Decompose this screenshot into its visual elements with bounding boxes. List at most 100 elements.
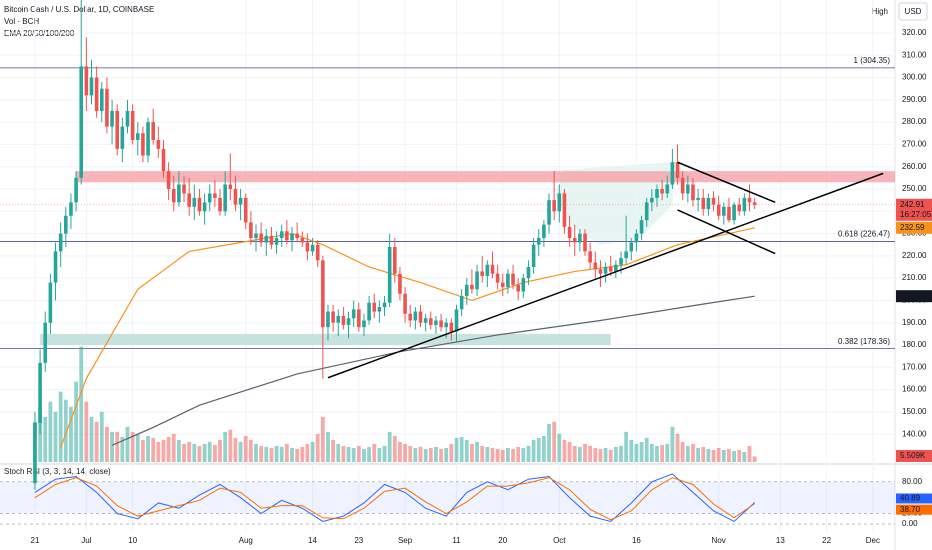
y-tick-label: 220.00 [902,251,927,260]
volume-bar [752,456,757,462]
volume-bar [516,446,521,462]
candle-body [747,197,752,203]
candle-body [84,66,89,96]
price-tag [896,198,932,221]
candle-body [357,309,361,328]
candle-body [223,184,227,212]
high-button[interactable]: High [872,7,888,16]
volume-bar [300,446,305,462]
candle-body [506,273,510,288]
volume-bar [392,435,397,462]
volume-bar [557,433,562,462]
volume-bar [79,346,84,462]
volume-bar [305,443,310,462]
candle-body [434,320,438,325]
volume-bar [670,426,675,462]
stoch-line [34,473,755,523]
y-tick-label: 140.00 [902,429,927,438]
candle-body [69,202,73,216]
candle-body [526,266,531,279]
stoch-tick-label: 80.00 [902,477,923,486]
candle-body [691,184,695,201]
candle-body [650,197,654,203]
volume-bar [541,435,546,462]
candle-body [259,233,263,243]
volume-bar [598,448,603,462]
usd-box[interactable] [898,2,928,21]
volume-bar [413,447,418,462]
stoch-tag [896,493,932,504]
candle-body [218,197,222,212]
x-tick-label: 10 [128,536,137,545]
candle-body [675,162,680,178]
candle-body [177,184,181,203]
volume-bar [48,401,53,462]
candle-body [598,269,603,274]
usd-button[interactable]: USD [905,7,922,16]
candle-body [680,177,685,194]
volume-bar [485,446,490,462]
candle-body [547,200,551,225]
volume-bar [706,448,711,462]
price-tag-label: 232.59 [900,223,925,232]
candle-body [141,133,145,156]
volume-bar [310,441,315,462]
price-tag-label: 201.90 [900,291,925,300]
volume-bar [274,445,279,462]
volume-bar [613,446,618,462]
volume-bar [269,447,274,462]
y-tick-label: 170.00 [902,362,927,371]
candle-body [171,188,176,203]
candle-body [290,233,294,241]
volume-bar [593,447,598,462]
candle-body [495,273,500,283]
volume-tag [896,450,932,462]
candle-body [470,284,474,290]
candle-body [454,309,459,332]
x-tick-label: Nov [712,536,726,545]
price-tag [896,290,932,303]
volume-bar [284,443,289,462]
candle-body [249,222,253,239]
candle-body [233,188,238,205]
volume-bar [161,439,166,462]
y-tick-label: 290.00 [902,95,927,104]
candle-body [578,233,582,243]
candle-body [572,238,577,243]
volume-bar [624,431,629,462]
candle-body [511,273,515,285]
candle-body [341,316,346,325]
volume-bar [218,439,222,462]
x-tick-label: 11 [452,536,461,545]
candle-body [269,235,274,245]
volume-bar [110,431,114,462]
candle-body [387,246,392,303]
price-tag [896,221,932,234]
volume-bar [228,429,233,462]
y-tick-label: 300.00 [902,73,927,82]
volume-bar [331,439,336,462]
candle-body [449,322,454,332]
candle-body [135,133,140,140]
volume-bar [182,443,186,462]
candle-body [732,204,736,221]
volume-bar [69,406,73,462]
candle-body [305,242,310,252]
volume-bar [619,445,623,462]
candle-body [567,226,572,239]
candle-body [105,88,109,127]
volume-bar [583,443,587,462]
volume-bar [644,437,649,462]
candle-body [130,110,135,140]
candle-body [372,302,377,312]
volume-bar [418,446,423,462]
candle-body [197,197,202,212]
volume-bar [685,445,690,462]
candle-body [393,246,397,274]
volume-bar [202,443,207,462]
volume-bar [233,437,238,462]
volume-bar [665,443,670,462]
candle-body [737,204,742,212]
volume-bar [238,441,243,462]
